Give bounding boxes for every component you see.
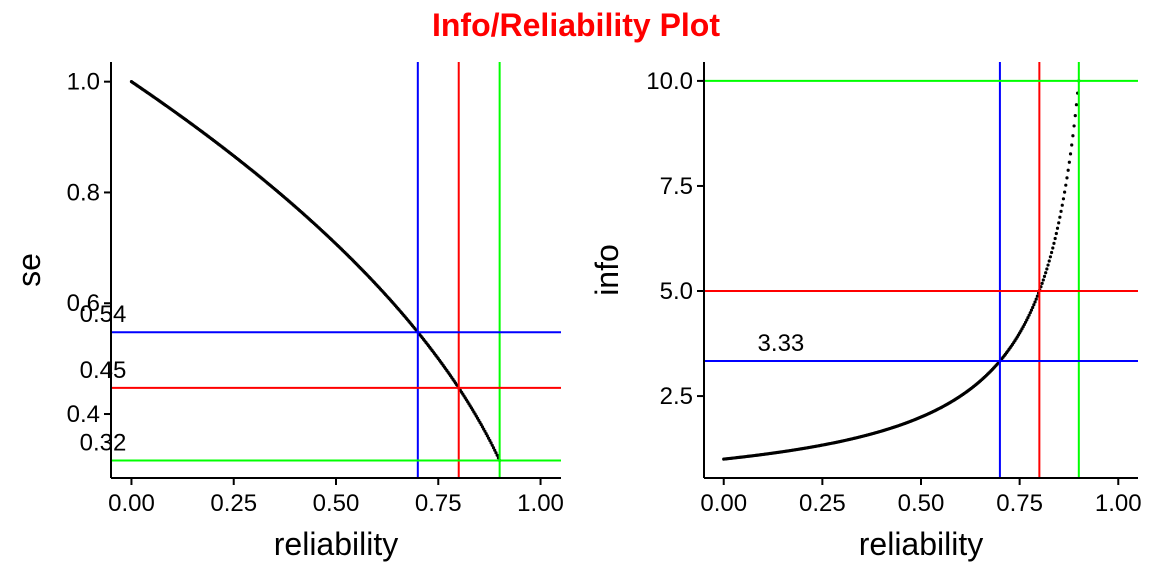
curve-point: [1057, 221, 1061, 225]
annotation-label: 0.45: [80, 357, 127, 384]
curve-point: [495, 453, 499, 457]
curve-point: [1044, 271, 1048, 275]
y-tick-label: 7.5: [660, 173, 693, 200]
curve-point: [1061, 197, 1066, 201]
curve-point: [488, 438, 492, 443]
curve-point: [490, 443, 494, 447]
curve-point: [1066, 168, 1070, 172]
curve-point: [1026, 316, 1030, 320]
curve-point: [493, 448, 497, 452]
x-tick-label: 0.00: [108, 490, 155, 517]
curve-point: [1071, 134, 1075, 138]
info-plot-panel: 3.33 0.00 0.25 0.50 0.75 1.00 2.5 5.0 7.5 10.0 rel…: [589, 62, 1142, 562]
curve-point: [1051, 246, 1055, 250]
y-tick-label: 10.0: [646, 68, 693, 95]
y-axis-title: se: [11, 253, 47, 287]
curve-point: [1074, 103, 1079, 107]
y-tick-label: 2.5: [660, 383, 693, 410]
curve-point: [1029, 308, 1034, 312]
curve-point: [1070, 143, 1074, 147]
curve-point: [1049, 250, 1054, 255]
curve-point: [1058, 215, 1062, 219]
y-tick-label: 0.4: [67, 401, 100, 428]
curve-point: [1067, 160, 1071, 164]
curve-point: [1072, 124, 1076, 128]
curve-point: [1060, 203, 1064, 207]
curve-point: [1045, 267, 1049, 271]
curve-point: [1041, 278, 1045, 282]
y-tick-label: 1.0: [67, 69, 100, 96]
x-tick-label: 1.00: [1095, 490, 1142, 517]
x-tick-label: 0.25: [210, 490, 257, 517]
curve-point: [1055, 226, 1060, 230]
x-tick-label: 1.00: [517, 490, 564, 517]
curve-point: [1053, 236, 1057, 241]
curve-point: [1068, 152, 1073, 156]
curve-point: [1025, 318, 1029, 322]
x-tick-label: 0.50: [898, 490, 945, 517]
y-tick-label: 0.6: [67, 290, 100, 317]
curve-point: [1052, 241, 1056, 245]
annotation-label: 0.54: [80, 301, 127, 328]
curve-point: [1031, 305, 1035, 310]
curve-point: [1073, 114, 1077, 118]
x-tick-label: 0.00: [700, 490, 747, 517]
curve-point: [1042, 274, 1047, 278]
curve-point: [1027, 313, 1031, 317]
curve-point: [1046, 263, 1050, 267]
x-tick-label: 0.50: [313, 490, 360, 517]
figure-title: Info/Reliability Plot: [432, 7, 720, 43]
x-tick-label: 0.75: [996, 490, 1043, 517]
curve-point: [1032, 303, 1036, 307]
curve-point: [1065, 176, 1069, 180]
curve-point: [1063, 190, 1067, 194]
curve-point: [491, 446, 496, 450]
x-axis-title: reliability: [274, 526, 398, 562]
curve-point: [1035, 294, 1039, 298]
y-axis-title: info: [589, 244, 625, 296]
curve-point: [1034, 297, 1038, 301]
x-axis-title: reliability: [859, 526, 983, 562]
annotation-label: 0.32: [80, 429, 127, 456]
x-tick-label: 0.75: [415, 490, 462, 517]
curve-point: [1064, 183, 1068, 187]
curve-point: [1033, 300, 1037, 304]
annotation-label: 3.33: [758, 330, 805, 357]
curve-point: [1040, 281, 1044, 285]
curve-point: [1059, 209, 1063, 213]
curve-point: [489, 441, 493, 445]
x-tick-label: 0.25: [799, 490, 846, 517]
curve-point: [1054, 231, 1058, 236]
curve-points: [722, 79, 1081, 461]
curve-point: [494, 451, 498, 455]
se-plot-panel: 0.54 0.45 0.32 0.00 0.25 0.50 0.75 1.00 0.4 0.6 0.…: [11, 62, 564, 562]
y-tick-label: 0.8: [67, 179, 100, 206]
y-tick-label: 5.0: [660, 278, 693, 305]
curve-points: [129, 80, 502, 463]
curve-point: [1047, 259, 1051, 263]
curve-point: [1048, 255, 1053, 259]
curve-point: [1028, 311, 1032, 315]
